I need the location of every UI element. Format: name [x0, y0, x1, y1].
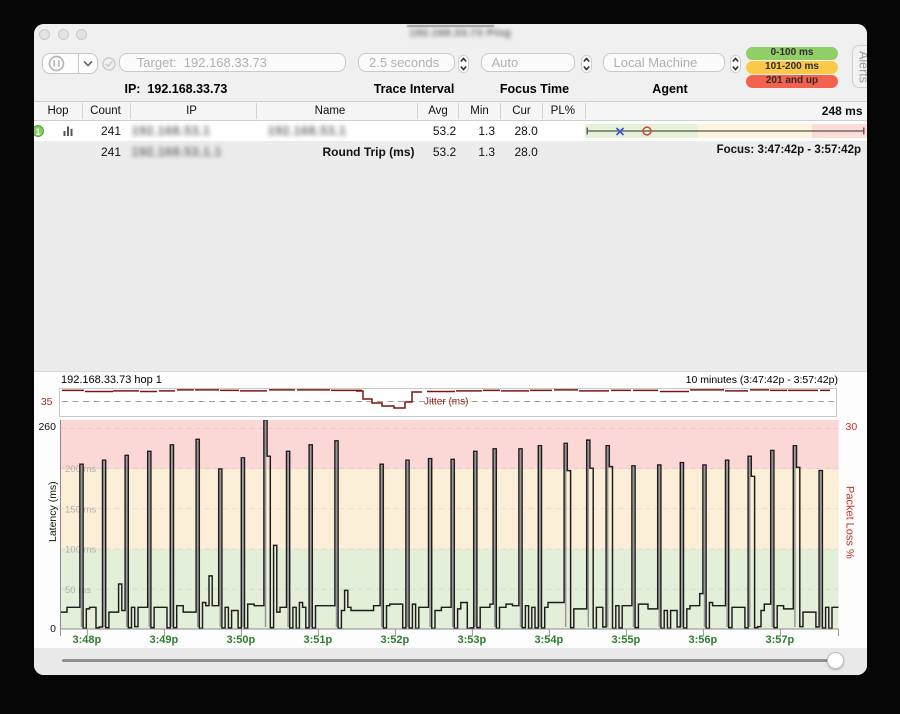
svg-text:100 ms: 100 ms — [65, 545, 96, 556]
svg-text:150 ms: 150 ms — [65, 504, 96, 515]
svg-text:200 ms: 200 ms — [65, 464, 96, 475]
svg-text:50 ms: 50 ms — [65, 585, 91, 596]
svg-text:Jitter (ms): Jitter (ms) — [424, 397, 468, 408]
